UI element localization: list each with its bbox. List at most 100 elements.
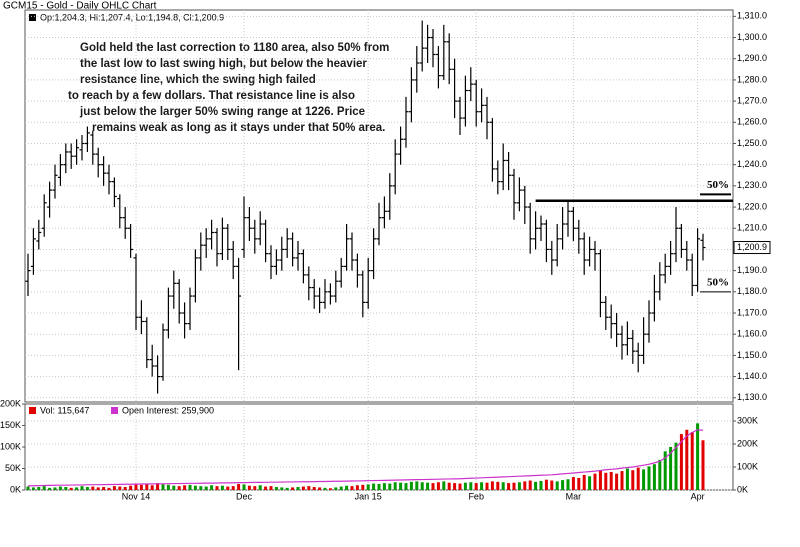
volume-bar xyxy=(242,484,246,490)
note-line: the last low to last swing high, but bel… xyxy=(80,58,367,70)
legend-text: Open Interest: 259,900 xyxy=(122,405,214,415)
y2-tick-label: 300K xyxy=(737,415,758,425)
volume-bar xyxy=(112,486,116,490)
volume-bar xyxy=(507,483,511,490)
legend-swatch xyxy=(29,14,36,21)
volume-bar xyxy=(550,480,554,490)
volume-bar xyxy=(658,459,662,490)
volume-bar xyxy=(517,482,521,490)
volume-bar xyxy=(566,479,570,490)
volume-bar xyxy=(80,486,84,490)
volume-bar xyxy=(172,485,176,490)
volume-bar xyxy=(91,486,95,490)
x-tick-label: Apr xyxy=(691,491,705,501)
chart-title: GCM15 - Gold - Daily OHLC Chart xyxy=(3,1,157,12)
volume-bar xyxy=(696,423,700,490)
volume-bar xyxy=(377,483,381,490)
volume-bar xyxy=(291,487,295,490)
volume-bar xyxy=(37,486,41,490)
y-tick-label: 1,260.0 xyxy=(737,117,767,127)
volume-bar xyxy=(393,482,397,490)
y-tick-label: 1,280.0 xyxy=(737,74,767,84)
volume-bar xyxy=(534,481,538,490)
volume-bar xyxy=(577,477,581,490)
volume-bar xyxy=(609,471,613,490)
x-tick-label: Mar xyxy=(566,491,582,501)
volume-bar xyxy=(555,481,559,490)
volume-bar xyxy=(215,486,219,490)
volume-bar xyxy=(231,486,235,490)
volume-bar xyxy=(139,484,143,490)
volume-bar xyxy=(366,484,370,490)
y-tick-label: 1,250.0 xyxy=(737,138,767,148)
last-price-label: 1,200.9 xyxy=(737,242,767,252)
volume-bar xyxy=(701,440,705,490)
volume-bar xyxy=(312,486,316,490)
volume-bar xyxy=(237,483,241,490)
volume-bar xyxy=(285,487,289,490)
note-line: resistance line, which the swing high fa… xyxy=(80,74,316,86)
volume-bar xyxy=(274,486,278,490)
legend-text: Vol: 115,647 xyxy=(40,405,89,415)
volume-bar xyxy=(453,483,457,490)
volume-bar xyxy=(604,472,608,490)
x-tick-label: Feb xyxy=(468,491,484,501)
volume-bar xyxy=(204,486,208,490)
volume-bar xyxy=(345,485,349,490)
y-tick-label: 1,160.0 xyxy=(737,329,767,339)
y2-tick-label: 100K xyxy=(737,461,758,471)
volume-bar xyxy=(361,484,365,490)
volume-bar xyxy=(96,487,100,490)
volume-bar xyxy=(442,481,446,490)
volume-bar xyxy=(647,466,651,490)
y-tick-label: 1,190.0 xyxy=(737,265,767,275)
volume-bar xyxy=(539,480,543,490)
volume-bar xyxy=(253,486,257,490)
volume-bar xyxy=(636,467,640,490)
volume-bar xyxy=(85,486,89,490)
y-tick-label: 1,230.0 xyxy=(737,180,767,190)
level-label: 50% xyxy=(707,179,729,191)
price-panel xyxy=(24,9,734,403)
volume-bar xyxy=(323,487,327,490)
open-interest-line xyxy=(27,429,704,487)
volume-bar xyxy=(685,429,689,490)
volume-bar xyxy=(631,470,635,490)
y-tick-label: 1,240.0 xyxy=(737,159,767,169)
x-tick-label: Nov 14 xyxy=(122,491,151,501)
volume-bar xyxy=(409,481,413,490)
volume-bar xyxy=(669,447,673,490)
volume-bar xyxy=(31,487,35,490)
volume-bar xyxy=(615,473,619,490)
volume-bar xyxy=(199,486,203,490)
volume-bar xyxy=(582,474,586,490)
x-tick-label: Dec xyxy=(236,491,253,501)
volume-bar xyxy=(436,482,440,490)
volume-bar xyxy=(598,470,602,490)
volume-bar xyxy=(269,486,273,490)
volume-bar xyxy=(177,486,181,490)
volume-bar xyxy=(399,482,403,490)
volume-bar xyxy=(674,442,678,490)
volume-bar xyxy=(26,486,30,490)
volume-bar xyxy=(264,486,268,490)
volume-bar xyxy=(382,483,386,490)
y-tick-label: 1,300.0 xyxy=(737,32,767,42)
volume-bar xyxy=(496,481,500,490)
volume-bar xyxy=(328,488,332,490)
y-tick-label: 1,220.0 xyxy=(737,201,767,211)
volume-bar xyxy=(431,483,435,490)
volume-bar xyxy=(58,486,62,490)
volume-bar xyxy=(679,434,683,490)
volume-bar xyxy=(226,486,230,490)
volume-bar xyxy=(118,486,122,490)
y-tick-label: 0K xyxy=(10,484,21,494)
volume-bar xyxy=(193,485,197,490)
volume-bar xyxy=(544,479,548,490)
volume-bar xyxy=(458,483,462,490)
note-line: Gold held the last correction to 1180 ar… xyxy=(80,42,389,54)
volume-bar xyxy=(156,483,160,490)
volume-bar xyxy=(161,484,165,490)
volume-bar xyxy=(420,482,424,490)
